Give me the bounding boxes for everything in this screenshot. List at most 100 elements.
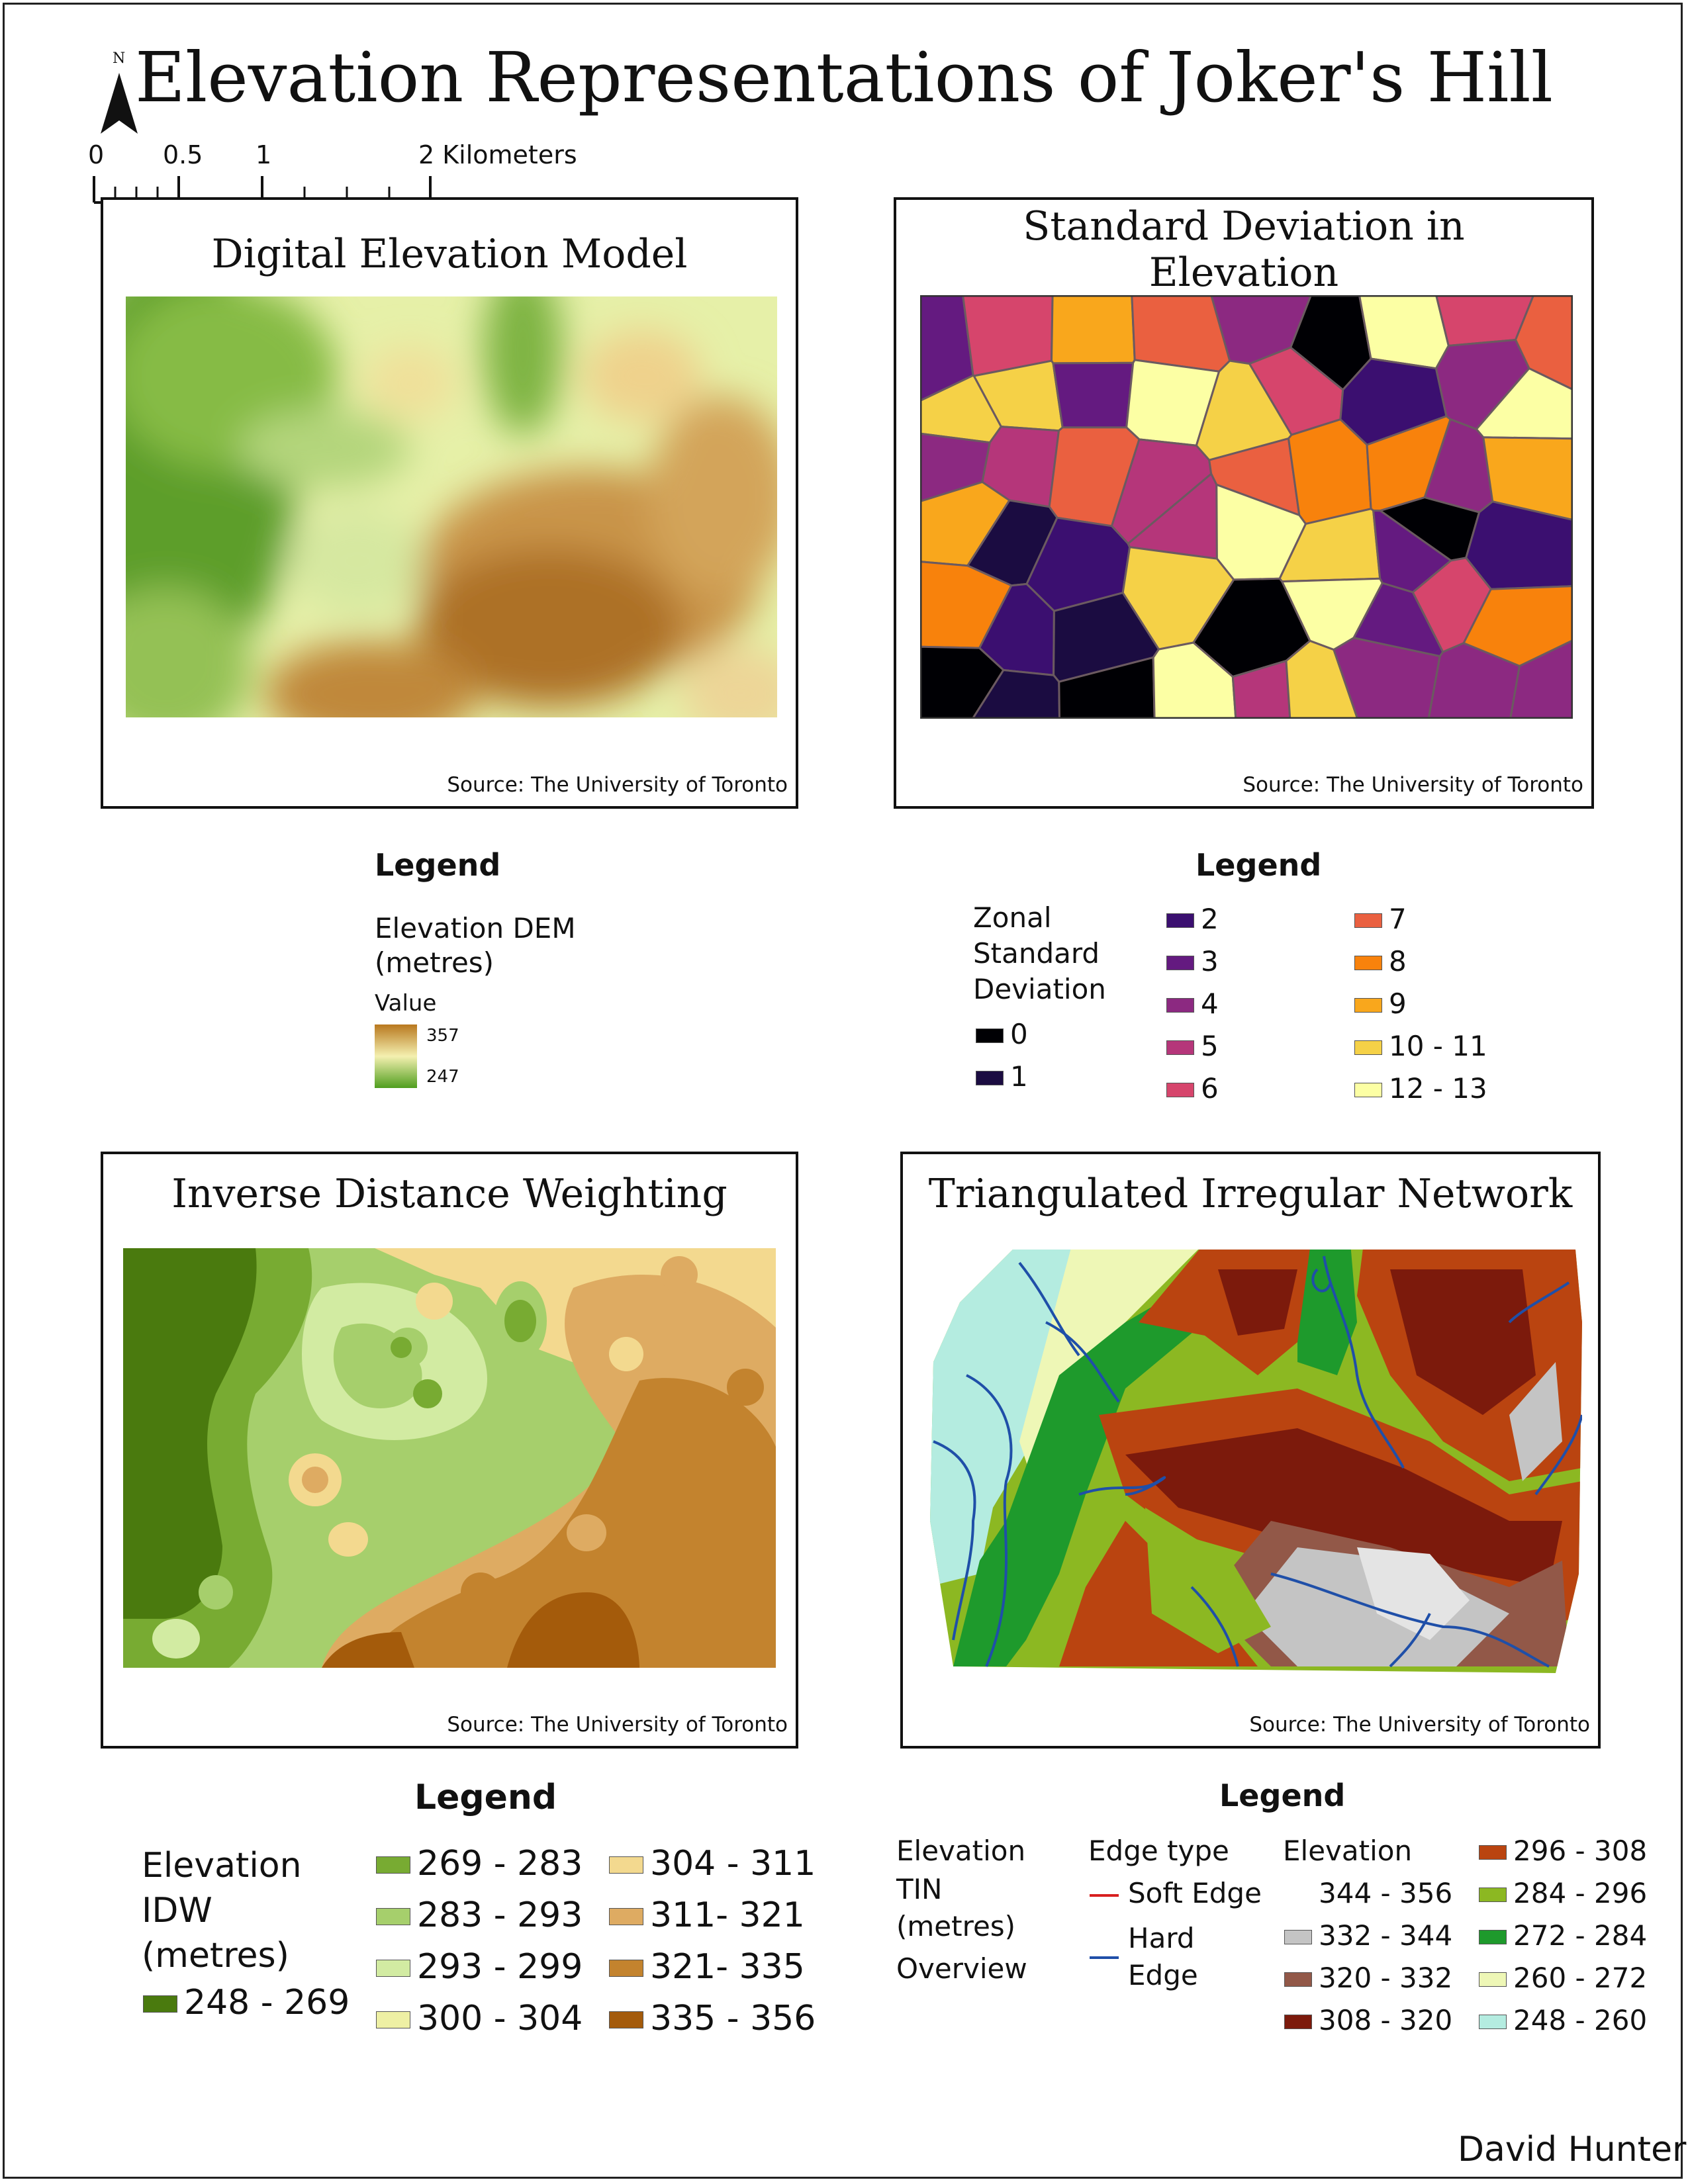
std-title-line1: Standard Deviation in	[1023, 203, 1465, 250]
tin-hard-edges	[933, 1255, 1582, 1668]
tin-class-8-label: 248 - 260	[1513, 2004, 1648, 2036]
std-zone-cell	[1358, 295, 1450, 370]
std-class-1-label: 1	[1010, 1060, 1028, 1093]
idw-class-4-label: 300 - 304	[417, 1999, 583, 2038]
scale-label-0: 0	[88, 140, 105, 169]
std-class-2-label: 2	[1201, 903, 1219, 935]
tin-legend-title: Legend	[1219, 1778, 1346, 1813]
north-arrow-icon	[101, 73, 138, 134]
soft-edge-swatch	[1090, 1894, 1119, 1897]
dem-legend-title: Legend	[375, 847, 501, 883]
std-class-7-label: 7	[1389, 903, 1407, 935]
std-class-6-label: 6	[1201, 1072, 1219, 1105]
tin-class-6-swatch	[1479, 1930, 1507, 1944]
std-title-line2: Elevation	[1149, 250, 1339, 296]
idw-class-8-swatch	[609, 2011, 643, 2028]
tin-legend-layer-line2: TIN	[896, 1873, 943, 1905]
tin-class-5-label: 284 - 296	[1513, 1877, 1648, 1909]
tin-class-5-swatch	[1479, 1888, 1507, 1902]
scale-label-0-5: 0.5	[163, 140, 203, 169]
tin-class-4-swatch	[1479, 1845, 1507, 1860]
tin-class-0-label: 344 - 356	[1319, 1877, 1453, 1909]
idw-title: Inverse Distance Weighting	[171, 1171, 727, 1217]
idw-class-1-label: 269 - 283	[417, 1844, 583, 1884]
idw-legend-heading: Legend	[414, 1778, 557, 1817]
idw-source: Source: The University of Toronto	[447, 1713, 788, 1737]
idw-class-4-swatch	[376, 2011, 410, 2028]
std-class-5-swatch	[1166, 1040, 1194, 1055]
std-class-3-label: 3	[1201, 945, 1219, 978]
tin-class-8-swatch	[1479, 2015, 1507, 2029]
tin-class-1-label: 332 - 344	[1319, 1919, 1453, 1952]
page-title: Elevation Representations of Joker's Hil…	[135, 37, 1553, 118]
std-legend-layer-line2: Standard	[973, 937, 1100, 970]
dem-legend-low: 247	[426, 1067, 459, 1087]
tin-panel: Triangulated Irregular Network	[900, 1152, 1601, 1749]
std-class-4-swatch	[1166, 998, 1194, 1013]
hard-edge-label-line1: Hard	[1128, 1922, 1195, 1954]
std-source: Source: The University of Toronto	[1243, 773, 1583, 797]
std-class-8-swatch	[1354, 956, 1382, 970]
std-legend-layer-line3: Deviation	[973, 973, 1106, 1005]
std-class-4-label: 4	[1201, 987, 1219, 1020]
std-class-11-swatch	[1354, 1083, 1382, 1097]
tin-class-3-label: 308 - 320	[1319, 2004, 1453, 2036]
std-legend-heading: Legend	[1196, 847, 1321, 883]
idw-legend-layer-line2: IDW	[142, 1891, 212, 1931]
std-map[interactable]	[920, 295, 1573, 719]
std-class-8-label: 8	[1389, 945, 1407, 978]
idw-legend-layer-line1: Elevation	[142, 1846, 302, 1886]
tin-class-2-swatch	[1284, 1972, 1312, 1987]
idw-map[interactable]	[123, 1248, 776, 1668]
std-class-2-swatch	[1166, 913, 1194, 928]
idw-class-2-swatch	[376, 1908, 410, 1925]
dem-legend-heading: Legend	[375, 847, 500, 883]
tin-source: Source: The University of Toronto	[1249, 1713, 1590, 1737]
idw-class-2-label: 283 - 293	[417, 1895, 583, 1935]
dem-legend-ramp	[375, 1024, 417, 1088]
tin-legend-edge-heading: Edge type	[1088, 1835, 1229, 1867]
std-class-7-swatch	[1354, 913, 1382, 928]
idw-class-8-label: 335 - 356	[650, 1999, 816, 2038]
dem-source: Source: The University of Toronto	[447, 773, 788, 797]
tin-legend-layer-line1: Elevation	[896, 1835, 1026, 1867]
north-label: N	[113, 50, 126, 67]
std-class-10-label: 10 - 11	[1389, 1030, 1487, 1062]
std-panel: Standard Deviation in Elevation Source: …	[894, 197, 1594, 809]
idw-class-6-label: 311- 321	[650, 1895, 805, 1935]
std-class-9-label: 9	[1389, 987, 1407, 1020]
page-border	[3, 3, 1683, 2179]
scale-label-2km: 2 Kilometers	[418, 140, 577, 169]
tin-title: Triangulated Irregular Network	[928, 1171, 1573, 1217]
soft-edge-label: Soft Edge	[1128, 1877, 1262, 1909]
std-class-0-label: 0	[1010, 1018, 1028, 1050]
std-zone-cell	[1050, 295, 1136, 365]
idw-class-0-label: 248 - 269	[184, 1983, 350, 2023]
dem-panel: Digital Elevation Model	[101, 197, 798, 809]
tin-class-4-label: 296 - 308	[1513, 1835, 1648, 1867]
scale-label-1: 1	[256, 140, 272, 169]
north-arrow: N	[99, 50, 139, 136]
idw-class-3-swatch	[376, 1960, 410, 1977]
tin-class-6-label: 272 - 284	[1513, 1919, 1648, 1952]
tin-class-7-label: 260 - 272	[1513, 1962, 1648, 1994]
std-class-0-swatch	[976, 1028, 1004, 1043]
scale-bar: 0 0.5 1 2 Kilometers	[88, 138, 596, 204]
idw-panel: Inverse Distance Weighting	[101, 1152, 798, 1749]
author-name: David Hunter	[1458, 2130, 1687, 2169]
tin-class-0-swatch	[1284, 1888, 1312, 1902]
hard-edge-swatch	[1090, 1956, 1119, 1959]
idw-class-7-swatch	[609, 1960, 643, 1977]
std-class-9-swatch	[1354, 998, 1382, 1013]
tin-class-7-swatch	[1479, 1972, 1507, 1987]
tin-map[interactable]	[927, 1243, 1582, 1680]
std-zone-cell	[1052, 361, 1135, 429]
idw-class-1-swatch	[376, 1856, 410, 1874]
std-class-6-swatch	[1166, 1083, 1194, 1097]
idw-class-5-label: 304 - 311	[650, 1844, 816, 1884]
std-class-11-label: 12 - 13	[1389, 1072, 1487, 1105]
std-class-10-swatch	[1354, 1040, 1382, 1055]
dem-map[interactable]	[126, 296, 777, 717]
dem-legend-layer-line1: Elevation DEM	[375, 912, 576, 944]
tin-legend-heading: Legend	[1219, 1778, 1345, 1813]
